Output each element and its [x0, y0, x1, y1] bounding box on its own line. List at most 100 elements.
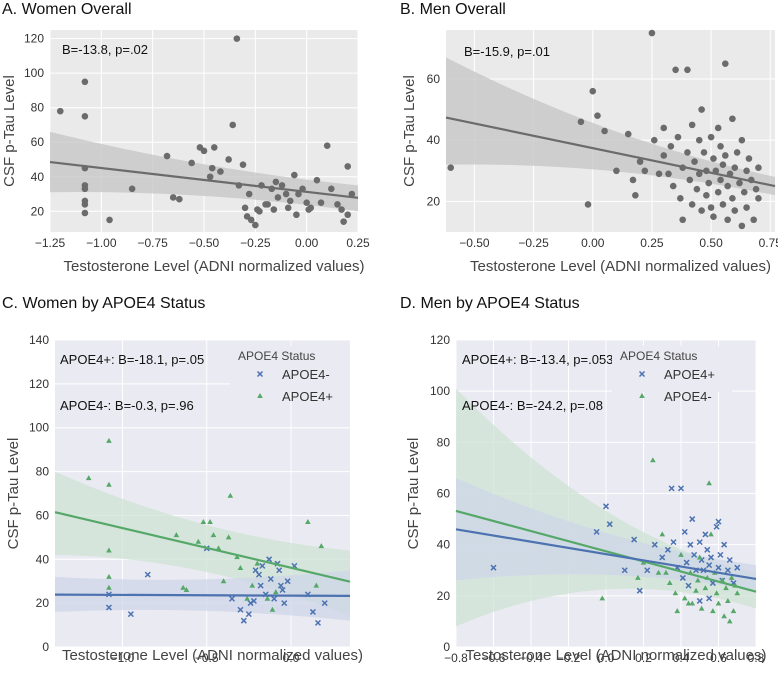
data-point: [706, 595, 713, 602]
data-point: [264, 595, 271, 601]
data-point: [81, 113, 89, 120]
x-tick-label: −0.2: [557, 651, 581, 665]
y-tick-label: 40: [36, 552, 50, 566]
data-point: [323, 142, 331, 149]
data-point: [163, 152, 171, 160]
data-point: [641, 167, 649, 175]
data-point: [670, 539, 677, 546]
x-tick-label: −1.25: [35, 236, 66, 250]
marker-stroke: [636, 587, 643, 594]
data-point: [677, 195, 684, 202]
x-tick-label: 0.0: [598, 651, 615, 665]
data-point: [293, 211, 300, 219]
data-point: [734, 564, 741, 571]
data-point: [245, 190, 253, 198]
marker-stroke: [255, 571, 263, 578]
data-point: [717, 176, 724, 184]
data-point: [674, 133, 682, 141]
marker-stroke: [668, 485, 675, 492]
marker-stroke: [644, 567, 651, 574]
y-tick-label: 120: [430, 333, 450, 347]
data-point: [266, 556, 273, 563]
marker-stroke: [247, 600, 254, 607]
data-point: [710, 213, 717, 220]
marker-stroke: [593, 528, 600, 535]
data-point: [344, 211, 352, 219]
marker-stroke: [698, 556, 705, 564]
panel-B: −0.50 −0.25 0.00 0.25 0.50 0.75 20 40 60 Testoste…: [400, 1, 778, 275]
legend-marker: [639, 393, 645, 398]
marker-stroke: [702, 531, 709, 538]
data-point: [726, 556, 733, 564]
marker-stroke: [279, 586, 286, 594]
data-point: [81, 78, 89, 86]
marker-stroke: [228, 595, 236, 602]
data-point: [672, 66, 679, 74]
marker-stroke: [696, 539, 703, 546]
marker-stroke: [237, 606, 244, 613]
x-tick-label: −0.50: [189, 236, 220, 250]
panel-D: −0.8 −0.6 −0.4 −0.2 0.0 0.2 0.4 0.6 0.8 0 20 40 60 80…: [400, 295, 766, 665]
data-point: [144, 571, 151, 578]
stat-annotation: APOE4+: B=-13.4, p=.053: [462, 352, 613, 367]
data-point: [706, 480, 712, 486]
data-point: [721, 60, 729, 67]
data-point: [188, 159, 195, 167]
data-point: [672, 590, 679, 596]
data-point: [227, 492, 234, 498]
data-point: [249, 582, 256, 588]
data-point: [631, 536, 638, 543]
marker-stroke: [314, 619, 322, 626]
marker-stroke: [606, 521, 613, 528]
data-point: [723, 585, 729, 591]
data-point: [276, 567, 283, 574]
data-point: [128, 185, 136, 193]
data-point: [710, 608, 716, 614]
x-tick-label: −0.4: [519, 651, 543, 665]
data-point: [698, 605, 705, 611]
data-point: [602, 503, 610, 510]
data-point: [696, 554, 703, 560]
data-point: [264, 201, 271, 208]
data-point: [233, 35, 241, 42]
data-point: [105, 604, 112, 611]
marker-stroke: [687, 541, 694, 548]
data-point: [706, 562, 713, 569]
data-point: [689, 600, 696, 606]
legend-label: APOE4-: [664, 389, 712, 404]
x-tick-label: 0.75: [759, 236, 778, 250]
fit-line-fit: [49, 160, 359, 199]
data-point: [601, 127, 608, 135]
data-point: [217, 168, 224, 175]
marker-stroke: [602, 503, 610, 510]
x-tick-label: 0.25: [346, 236, 370, 250]
marker-stroke: [681, 528, 688, 535]
y-tick-label: 100: [24, 66, 44, 80]
data-point: [635, 574, 641, 580]
legend: APOE4 Status APOE4- APOE4+: [230, 346, 350, 404]
data-point: [684, 149, 691, 156]
panel-title: C. Women by APOE4 Status: [2, 295, 205, 312]
data-point: [269, 606, 276, 612]
data-point: [234, 554, 240, 560]
marker-stroke: [677, 485, 685, 492]
data-point: [698, 207, 705, 214]
data-point: [282, 190, 290, 198]
y-tick-label: 140: [29, 333, 49, 347]
data-point: [278, 182, 286, 189]
data-point: [752, 185, 760, 193]
data-point: [81, 185, 89, 193]
data-point: [629, 176, 637, 184]
panel-title: B. Men Overall: [400, 1, 506, 18]
legend-box: [612, 346, 732, 392]
marker-stroke: [267, 575, 274, 583]
data-point: [693, 587, 699, 593]
data-point: [702, 585, 709, 591]
data-point: [755, 164, 762, 172]
fit-line-APOE4+: [54, 511, 351, 583]
data-point: [254, 560, 261, 566]
y-tick-label: 20: [31, 204, 45, 218]
data-point: [624, 130, 632, 138]
marker-stroke: [277, 582, 284, 589]
